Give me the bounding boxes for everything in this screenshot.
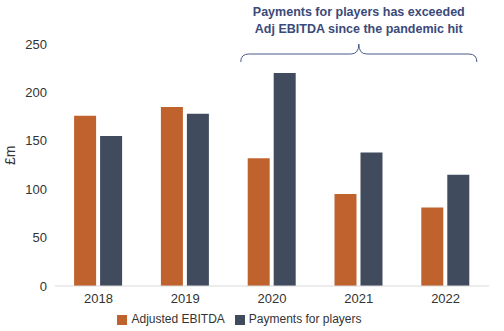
svg-text:2019: 2019: [171, 291, 200, 306]
svg-text:100: 100: [25, 182, 47, 197]
svg-text:2021: 2021: [344, 291, 373, 306]
html-text:Adjusted EBITDA: Adjusted EBITDA: [131, 312, 225, 326]
svg-text:250: 250: [25, 37, 47, 52]
svg-text:150: 150: [25, 133, 47, 148]
svg-text:200: 200: [25, 85, 47, 100]
svg-text:50: 50: [33, 230, 47, 245]
svg-text:0: 0: [40, 279, 47, 294]
svg-text:2022: 2022: [431, 291, 460, 306]
svg-text:Adj EBITDA since the pandemic: Adj EBITDA since the pandemic hit: [255, 22, 464, 36]
svg-text:2018: 2018: [84, 291, 113, 306]
html-text:Payments for players: Payments for players: [248, 312, 362, 326]
svg-text:2020: 2020: [258, 291, 287, 306]
svg-text:Payments for players has excee: Payments for players has exceeded: [253, 5, 465, 19]
svg-text:£m: £m: [8, 146, 18, 165]
